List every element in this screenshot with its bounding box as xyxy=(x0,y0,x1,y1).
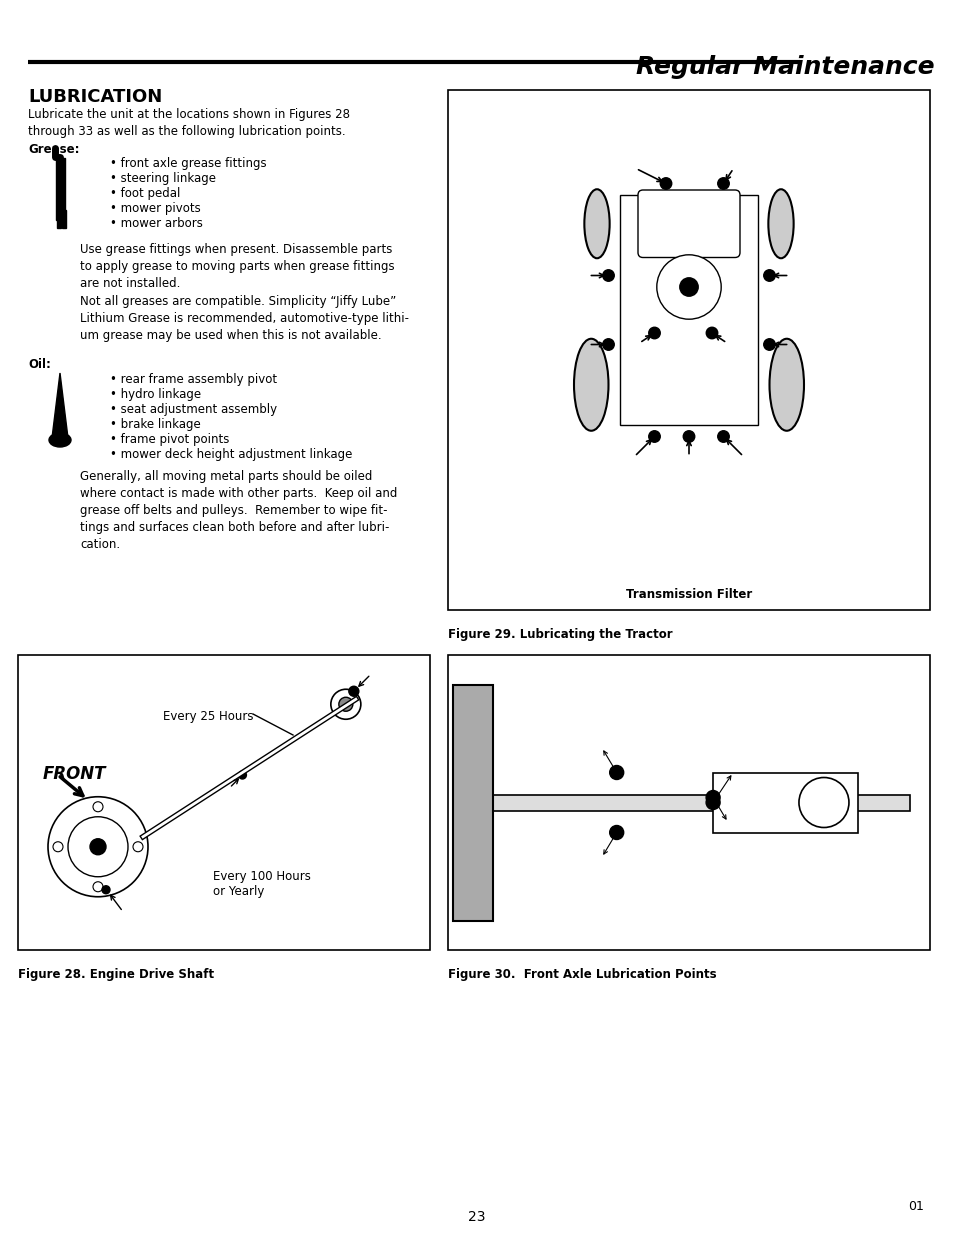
Text: Figure 30.  Front Axle Lubrication Points: Figure 30. Front Axle Lubrication Points xyxy=(448,968,716,981)
Bar xyxy=(712,773,857,832)
Text: • mower pivots: • mower pivots xyxy=(110,203,200,215)
Circle shape xyxy=(656,254,720,319)
Circle shape xyxy=(338,698,353,711)
Text: • frame pivot points: • frame pivot points xyxy=(110,433,229,446)
Text: • mower deck height adjustment linkage: • mower deck height adjustment linkage xyxy=(110,448,352,461)
Bar xyxy=(57,210,61,228)
Text: 23: 23 xyxy=(468,1210,485,1224)
Text: • rear frame assembly pivot: • rear frame assembly pivot xyxy=(110,373,276,387)
FancyBboxPatch shape xyxy=(638,190,740,258)
Circle shape xyxy=(717,178,728,189)
Circle shape xyxy=(68,816,128,877)
Circle shape xyxy=(682,431,694,442)
Text: Transmission Filter: Transmission Filter xyxy=(625,588,751,601)
Bar xyxy=(468,794,909,810)
Text: Figure 28. Engine Drive Shaft: Figure 28. Engine Drive Shaft xyxy=(18,968,213,981)
Circle shape xyxy=(717,431,728,442)
Text: Every 100 Hours
or Yearly: Every 100 Hours or Yearly xyxy=(213,869,311,898)
Circle shape xyxy=(238,771,246,779)
Text: Every 25 Hours: Every 25 Hours xyxy=(163,710,253,722)
Bar xyxy=(56,158,65,220)
Ellipse shape xyxy=(49,433,71,447)
Bar xyxy=(448,90,929,610)
Text: • seat adjustment assembly: • seat adjustment assembly xyxy=(110,403,276,416)
Bar xyxy=(448,655,929,950)
Circle shape xyxy=(92,802,103,811)
Text: 01: 01 xyxy=(907,1200,923,1213)
Circle shape xyxy=(763,338,775,351)
Text: Regular Maintenance: Regular Maintenance xyxy=(636,56,934,79)
Ellipse shape xyxy=(767,189,793,258)
Text: • front axle grease fittings: • front axle grease fittings xyxy=(110,157,266,170)
Circle shape xyxy=(705,795,720,809)
Circle shape xyxy=(92,882,103,892)
Circle shape xyxy=(349,687,358,697)
Circle shape xyxy=(609,766,623,779)
Text: • hydro linkage: • hydro linkage xyxy=(110,388,201,401)
Circle shape xyxy=(705,790,720,804)
Ellipse shape xyxy=(769,338,803,431)
Circle shape xyxy=(602,338,614,351)
Text: • foot pedal: • foot pedal xyxy=(110,186,180,200)
Text: Use grease fittings when present. Disassemble parts
to apply grease to moving pa: Use grease fittings when present. Disass… xyxy=(80,243,395,290)
Circle shape xyxy=(648,327,659,338)
Polygon shape xyxy=(52,373,68,438)
Circle shape xyxy=(679,278,698,296)
Circle shape xyxy=(648,431,659,442)
Circle shape xyxy=(602,269,614,282)
Bar xyxy=(62,210,66,228)
Text: Generally, all moving metal parts should be oiled
where contact is made with oth: Generally, all moving metal parts should… xyxy=(80,471,397,551)
Bar xyxy=(453,684,493,920)
Circle shape xyxy=(90,839,106,855)
Text: Figure 29. Lubricating the Tractor: Figure 29. Lubricating the Tractor xyxy=(448,629,672,641)
Circle shape xyxy=(705,327,717,338)
Circle shape xyxy=(102,885,110,894)
Text: Oil:: Oil: xyxy=(28,358,51,370)
Bar xyxy=(619,195,758,425)
Text: LUBRICATION: LUBRICATION xyxy=(28,88,162,106)
Circle shape xyxy=(53,842,63,852)
Circle shape xyxy=(331,689,360,719)
Ellipse shape xyxy=(574,338,608,431)
Text: • steering linkage: • steering linkage xyxy=(110,172,215,185)
Text: Not all greases are compatible. Simplicity “Jiffy Lube”
Lithium Grease is recomm: Not all greases are compatible. Simplici… xyxy=(80,295,409,342)
Circle shape xyxy=(609,825,623,840)
Circle shape xyxy=(763,269,775,282)
Circle shape xyxy=(659,178,671,189)
Circle shape xyxy=(132,842,143,852)
Text: • brake linkage: • brake linkage xyxy=(110,417,200,431)
Circle shape xyxy=(48,797,148,897)
Circle shape xyxy=(798,778,848,827)
Text: FRONT: FRONT xyxy=(43,764,107,783)
Text: • mower arbors: • mower arbors xyxy=(110,217,203,230)
Ellipse shape xyxy=(584,189,609,258)
Bar xyxy=(18,655,430,950)
Text: Grease:: Grease: xyxy=(28,143,79,156)
Text: Lubricate the unit at the locations shown in Figures 28
through 33 as well as th: Lubricate the unit at the locations show… xyxy=(28,107,350,138)
